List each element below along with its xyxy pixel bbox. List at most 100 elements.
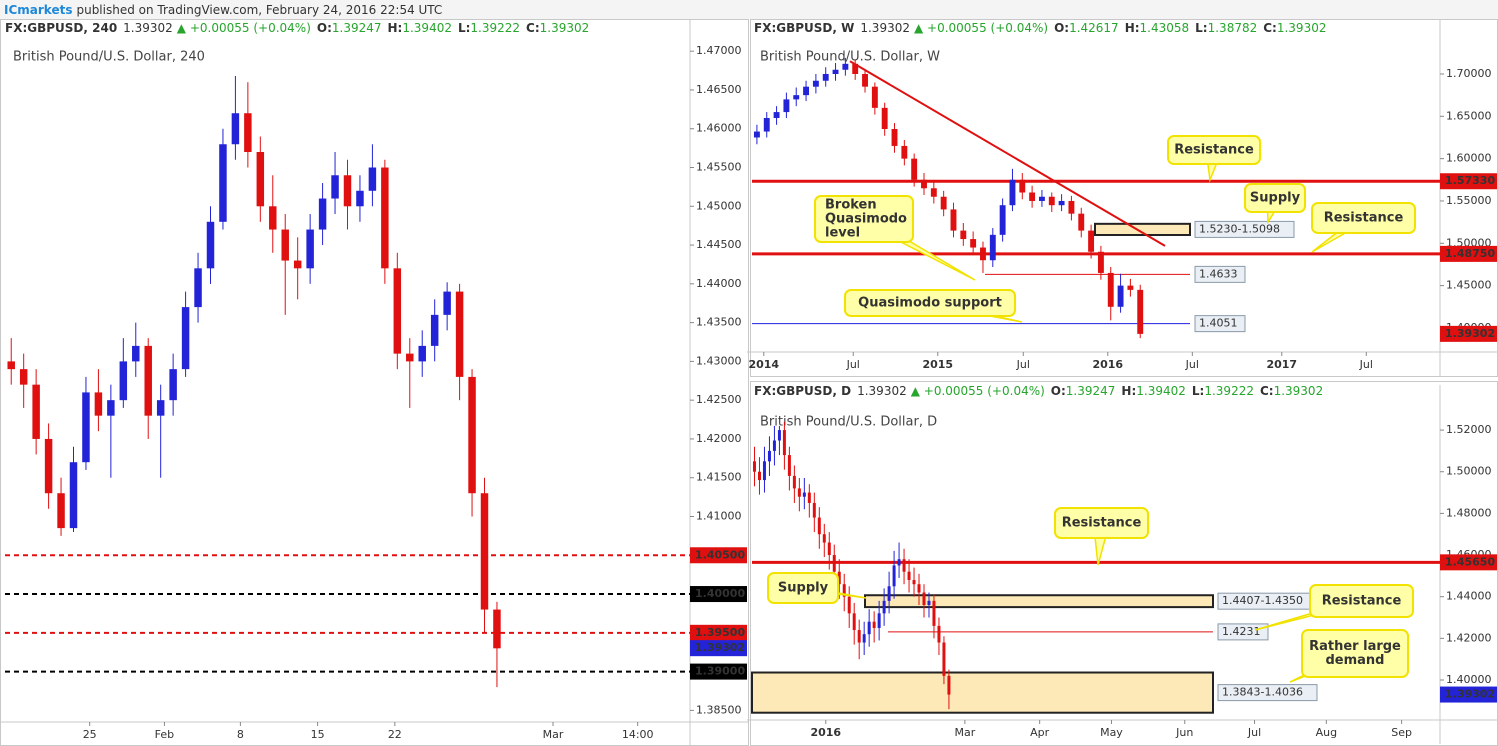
y-tick-label: 1.45000 — [1446, 279, 1492, 292]
y-tick-label: 1.40000 — [1446, 673, 1492, 686]
ohlc-key: L: — [1192, 384, 1204, 398]
candle-body — [912, 580, 916, 585]
candle-body — [493, 609, 501, 649]
chart-title: British Pound/U.S. Dollar, W — [760, 50, 940, 65]
y-tick-label: 1.65000 — [1446, 109, 1492, 122]
callout-text: demand — [1325, 653, 1384, 668]
x-tick-label: Mar — [543, 728, 564, 741]
candle-body — [842, 584, 846, 597]
x-tick-label: Jul — [1016, 358, 1030, 371]
level-axis-box — [1440, 245, 1497, 262]
ohlc-key: L: — [1195, 21, 1207, 35]
candle-body — [897, 559, 901, 566]
ohlc-key: C: — [1260, 384, 1274, 398]
callout-box — [1054, 507, 1149, 539]
candle-body — [69, 462, 78, 529]
level-label-box — [1217, 623, 1269, 641]
symbol: FX:GBPUSD, D — [754, 384, 851, 398]
x-tick-label: Sep — [1391, 726, 1412, 739]
candle-body — [356, 190, 364, 207]
y-tick-label: 1.46500 — [696, 83, 742, 96]
candle-body — [318, 198, 327, 230]
candle-body — [393, 268, 402, 354]
ohlc-key: O: — [317, 21, 332, 35]
y-tick-label: 1.38500 — [696, 703, 742, 716]
x-tick-label: May — [1100, 726, 1123, 739]
candle-body — [1029, 192, 1036, 201]
y-tick-label: 1.55000 — [1446, 194, 1492, 207]
y-tick-label: 1.44500 — [696, 238, 742, 251]
candle-body — [891, 129, 898, 146]
symbol: FX:GBPUSD, 240 — [5, 21, 117, 35]
candle-body — [947, 675, 951, 695]
ohlc-value: 1.39222 — [470, 21, 520, 35]
last-price-box — [1440, 686, 1497, 703]
candle-body — [7, 361, 15, 370]
level-axis-label: 1.45650 — [1445, 555, 1495, 568]
x-tick-label: Mar — [954, 726, 975, 739]
ohlc-key: O: — [1054, 21, 1069, 35]
candle-body — [817, 517, 821, 535]
ohlc-key: O: — [1051, 384, 1066, 398]
candle-body — [867, 621, 871, 635]
callout-text: level — [825, 226, 860, 241]
level-label: 1.4231 — [1222, 625, 1261, 638]
y-tick-label: 1.45000 — [696, 199, 742, 212]
candle-body — [822, 534, 826, 543]
last-price-label: 1.39302 — [1445, 327, 1495, 340]
candle-body — [921, 179, 927, 189]
ohlc-key: H: — [1125, 21, 1140, 35]
level-axis-box — [690, 663, 747, 680]
zone-label: 1.4407-1.4350 — [1222, 594, 1303, 607]
ohlc-key: C: — [1263, 21, 1277, 35]
candle-body — [293, 260, 302, 269]
candle-body — [852, 613, 856, 631]
callout-box — [767, 572, 839, 604]
candle-body — [1048, 196, 1055, 206]
candle-body — [932, 600, 936, 626]
candle-body — [822, 73, 829, 81]
candle-body — [1068, 200, 1075, 214]
candle-body — [256, 152, 265, 207]
candle-body — [206, 221, 215, 269]
x-tick-label: Jun — [1175, 726, 1193, 739]
candle-body — [852, 63, 859, 74]
candle-body — [937, 625, 941, 643]
candle-body — [792, 475, 796, 489]
y-tick-label: 1.44000 — [1446, 590, 1492, 603]
candle-body — [862, 634, 866, 643]
last-price-box — [1440, 325, 1497, 342]
candle-body — [1137, 289, 1144, 334]
candle-body — [1038, 196, 1045, 201]
symbol: FX:GBPUSD, W — [754, 21, 854, 35]
zone-label-box — [1194, 220, 1295, 238]
candle-body — [783, 99, 790, 113]
callout-box — [1167, 135, 1261, 165]
candle-body — [19, 369, 28, 385]
candle-body — [970, 239, 977, 248]
ohlc-value: 1.39402 — [402, 21, 452, 35]
level-axis-label: 1.40000 — [695, 587, 745, 600]
candle-body — [812, 502, 816, 518]
top-bar — [0, 0, 1498, 19]
last-price-label: 1.39302 — [695, 641, 745, 654]
x-tick-label: 2015 — [922, 358, 953, 371]
callout-box — [844, 289, 1016, 317]
y-tick-label: 1.42000 — [696, 432, 742, 445]
candle-body — [181, 307, 190, 370]
x-tick-label: Apr — [1030, 726, 1050, 739]
candle-body — [887, 586, 891, 601]
callout-text: Quasimodo support — [858, 296, 1002, 311]
zone — [864, 594, 1214, 609]
last-price-text: 1.39302 — [857, 384, 907, 398]
x-tick-label: Feb — [155, 728, 174, 741]
candle-body — [757, 471, 761, 481]
candle-body — [999, 205, 1006, 235]
candle-body — [793, 95, 800, 100]
level-axis-label: 1.39500 — [695, 626, 745, 639]
ohlc-value: 1.39302 — [1277, 21, 1327, 35]
candle-body — [1058, 200, 1065, 206]
change: ▲ +0.00055 (+0.04%) — [911, 384, 1045, 398]
x-tick-label: 2016 — [1092, 358, 1123, 371]
publisher[interactable]: ICmarkets — [4, 3, 72, 17]
